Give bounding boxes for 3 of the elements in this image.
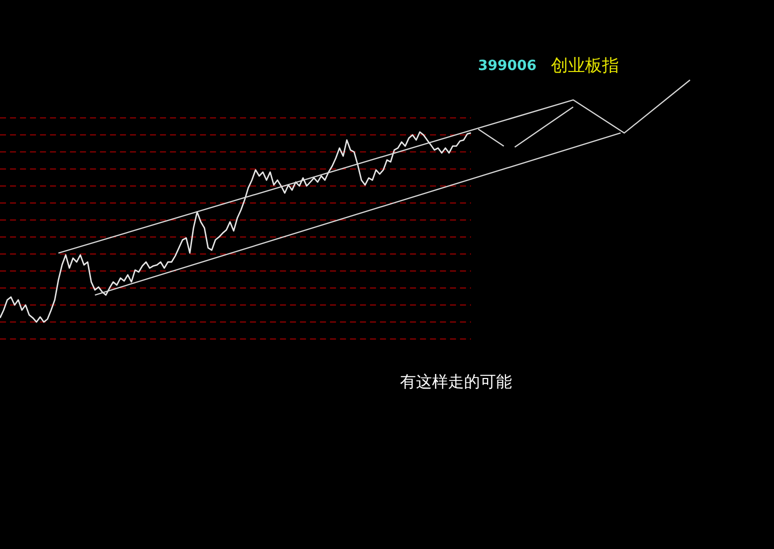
annotation: 有这样走的可能 (400, 372, 512, 391)
title: 399006 (478, 58, 536, 74)
subtitle: 创业板指 (551, 56, 619, 76)
